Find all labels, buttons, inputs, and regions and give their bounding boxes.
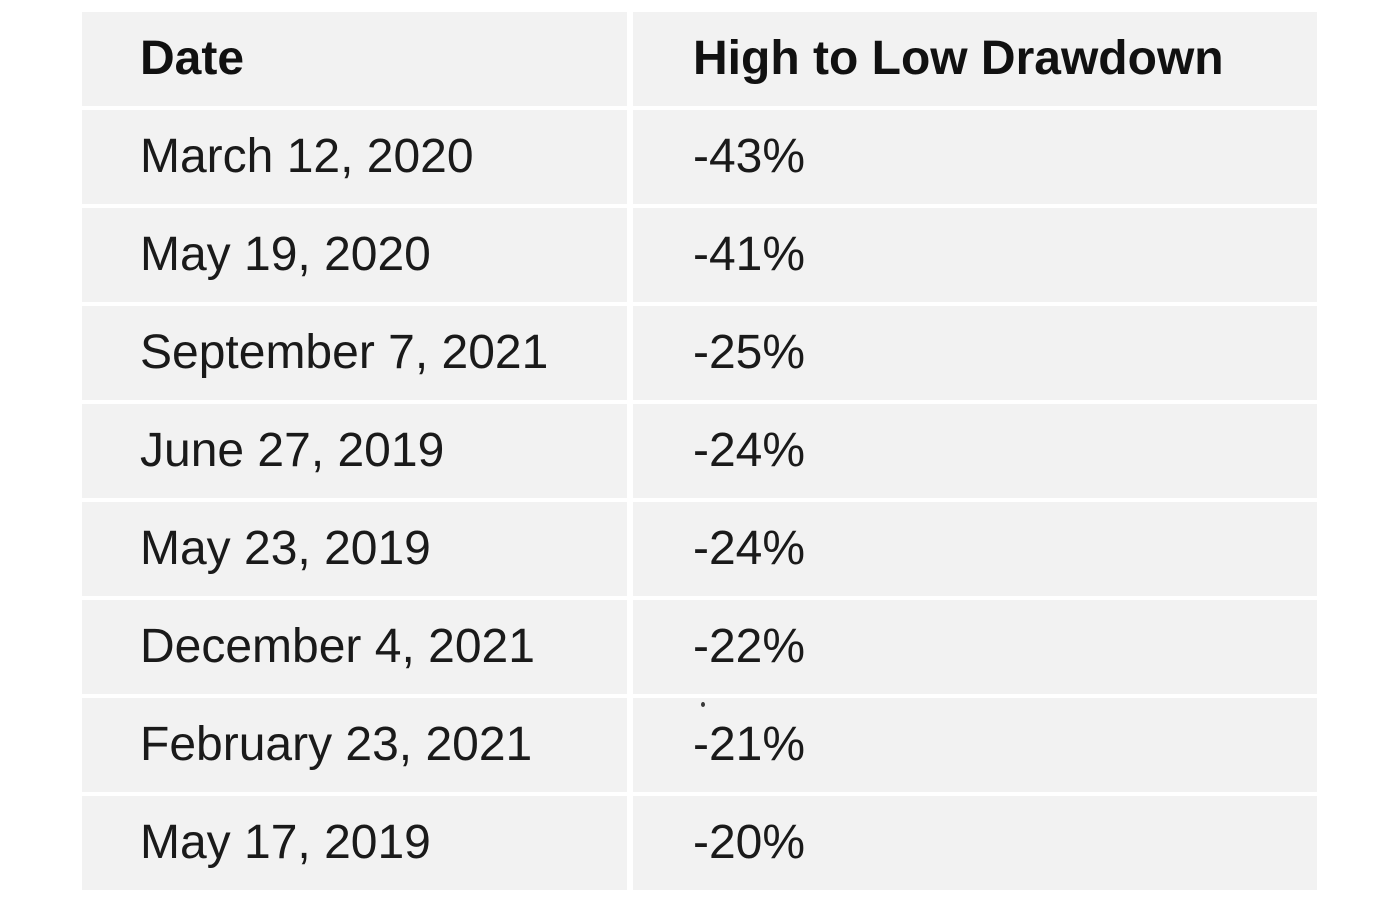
table-row: February 23, 2021 -21% xyxy=(82,698,1317,792)
stray-dot-artifact xyxy=(701,702,705,707)
table-row: September 7, 2021 -25% xyxy=(82,306,1317,400)
date-cell: March 12, 2020 xyxy=(82,110,627,204)
drawdown-cell: -25% xyxy=(633,306,1317,400)
drawdown-cell: -20% xyxy=(633,796,1317,890)
drawdown-cell: -43% xyxy=(633,110,1317,204)
date-cell: May 19, 2020 xyxy=(82,208,627,302)
table-row: May 23, 2019 -24% xyxy=(82,502,1317,596)
date-cell: September 7, 2021 xyxy=(82,306,627,400)
drawdown-cell: -22% xyxy=(633,600,1317,694)
table-row: December 4, 2021 -22% xyxy=(82,600,1317,694)
drawdown-cell: -24% xyxy=(633,404,1317,498)
date-cell: June 27, 2019 xyxy=(82,404,627,498)
table-header-row: Date High to Low Drawdown xyxy=(82,12,1317,106)
date-cell: May 23, 2019 xyxy=(82,502,627,596)
drawdown-cell: -24% xyxy=(633,502,1317,596)
drawdown-table: Date High to Low Drawdown March 12, 2020… xyxy=(82,12,1317,890)
drawdown-cell: -41% xyxy=(633,208,1317,302)
table-row: June 27, 2019 -24% xyxy=(82,404,1317,498)
date-cell: May 17, 2019 xyxy=(82,796,627,890)
table-row: May 17, 2019 -20% xyxy=(82,796,1317,890)
table-row: May 19, 2020 -41% xyxy=(82,208,1317,302)
drawdown-cell: -21% xyxy=(633,698,1317,792)
header-cell-date: Date xyxy=(82,12,627,106)
header-cell-drawdown: High to Low Drawdown xyxy=(633,12,1317,106)
date-cell: February 23, 2021 xyxy=(82,698,627,792)
date-cell: December 4, 2021 xyxy=(82,600,627,694)
table-row: March 12, 2020 -43% xyxy=(82,110,1317,204)
